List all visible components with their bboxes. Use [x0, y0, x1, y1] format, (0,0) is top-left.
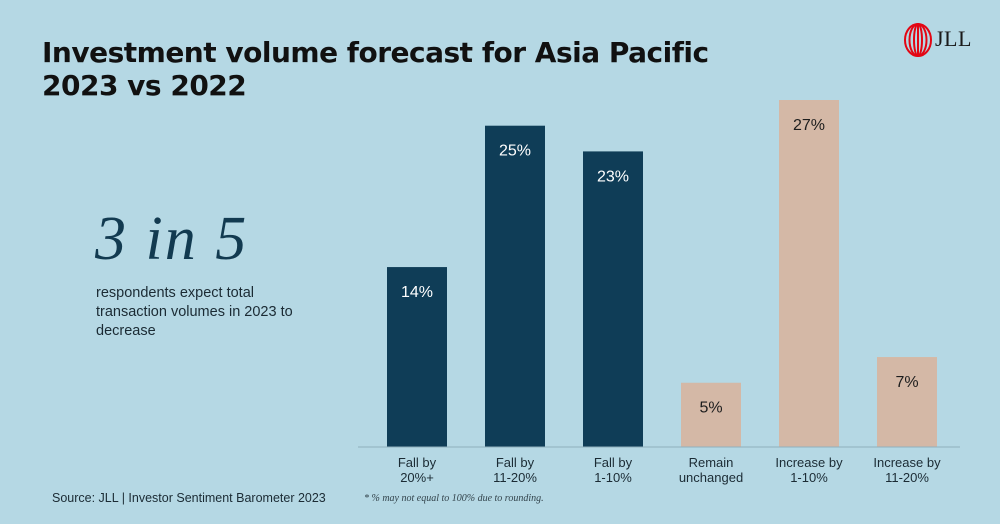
bar-value-label-3: 5%	[699, 400, 722, 417]
bar-value-label-4: 27%	[793, 117, 825, 134]
x-tick-label-4-1: 1-10%	[790, 470, 828, 485]
x-tick-label-0-0: Fall by	[398, 455, 437, 470]
logo-text: JLL	[935, 26, 972, 51]
bar-value-label-1: 25%	[499, 143, 531, 160]
bars-group: 14% 25% 23% 5% 27% 7%	[387, 100, 937, 447]
bar-3	[681, 382, 741, 447]
source-note: Source: JLL | Investor Sentiment Baromet…	[52, 491, 326, 505]
x-tick-label-4-0: Increase by	[775, 455, 843, 470]
bar-1	[485, 125, 545, 447]
chart-title: Investment volume forecast for Asia Paci…	[42, 36, 709, 102]
bar-value-label-0: 14%	[401, 284, 433, 301]
bar-0	[387, 267, 447, 447]
rounding-footnote: * % may not equal to 100% due to roundin…	[364, 493, 544, 504]
x-tick-label-5-1: 11-20%	[885, 470, 929, 485]
bar-value-label-2: 23%	[597, 168, 629, 185]
x-tick-label-0-1: 20%+	[400, 470, 434, 485]
jll-logo: JLL	[903, 22, 983, 58]
callout-description: respondents expect total transaction vol…	[96, 285, 293, 339]
x-tick-label-2-1: 1-10%	[594, 470, 632, 485]
jll-logo-icon	[904, 23, 932, 57]
bar-5	[877, 357, 937, 447]
chart-title-line-2: 2023 vs 2022	[42, 69, 247, 102]
bar-2	[583, 151, 643, 447]
x-tick-label-3-0: Remain	[689, 455, 734, 470]
callout-stat: 3 in 5	[95, 205, 249, 273]
chart-title-line-1: Investment volume forecast for Asia Paci…	[42, 36, 709, 69]
bar-4	[779, 100, 839, 447]
x-tick-label-2-0: Fall by	[594, 455, 633, 470]
x-tick-label-5-0: Increase by	[873, 455, 941, 470]
x-tick-label-1-1: 11-20%	[493, 470, 537, 485]
x-tick-label-1-0: Fall by	[496, 455, 535, 470]
x-tick-label-3-1: unchanged	[679, 470, 743, 485]
bar-value-label-5: 7%	[895, 374, 918, 391]
